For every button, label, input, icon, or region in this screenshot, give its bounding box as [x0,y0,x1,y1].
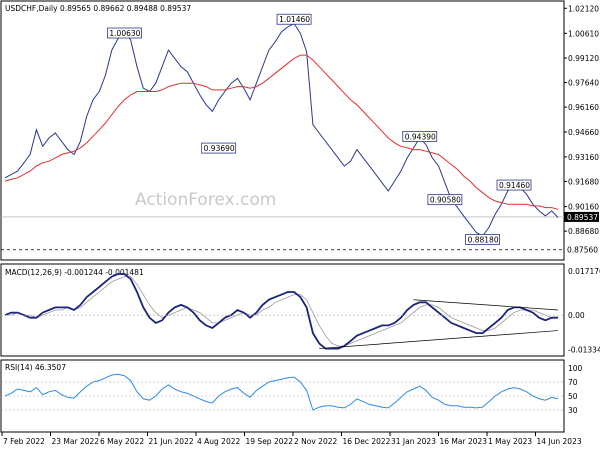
reference-level-label: 0.87560 [567,246,598,255]
annotation-label: 0.93690 [204,144,235,153]
x-tick-label: 4 Aug 2022 [197,437,240,446]
rsi-line [4,373,559,411]
price-series [4,22,559,237]
price-panel [0,0,565,261]
x-tick-label: 6 May 2022 [100,437,144,446]
macd-panel [0,263,565,357]
price-y-tick-label: 0.91680 [568,177,599,186]
macd-lower-trendline [319,330,559,349]
annotation-label: 0.91460 [499,181,530,190]
annotation-box [465,234,500,245]
rsi-title: RSI(14) 46.3507 [5,363,66,372]
x-tick-label: 7 Feb 2022 [3,437,45,446]
price-y-tick-label: 1.00610 [568,29,599,38]
x-tick-label: 31 Jan 2023 [391,437,436,446]
macd-y-axis: 0.017176 0.00 -0.01334 [1,267,600,354]
rsi-y-axis: 100 70 50 30 [1,364,583,415]
annotation-label: 0.88180 [468,235,499,244]
annotation-box [201,142,237,154]
price-y-tick-label: 0.96160 [568,103,599,112]
annotation-box [496,179,532,191]
x-tick-label: 14 Jun 2023 [537,437,582,446]
price-y-tick-label: 0.94660 [568,128,599,137]
x-tick-label: 16 Mar 2023 [440,437,488,446]
current-price-box [564,211,599,222]
annotation-box [402,131,438,142]
rsi-y-tick-label: 50 [568,392,578,401]
x-tick-label: 23 Mar 2022 [52,437,100,446]
macd-line [4,273,558,350]
price-chart-title: USDCHF,Daily 0.89565 0.89662 0.89488 0.8… [5,4,191,13]
macd-title: MACD(12,26,9) -0.001244 -0.001481 [5,268,144,277]
macd-y-tick-label: 0.00 [568,311,585,320]
x-tick-label: 21 Jun 2022 [149,437,194,446]
x-tick-label: 16 Dec 2022 [343,437,391,446]
annotation-label: 1.00630 [109,29,140,38]
annotation-box [106,27,142,39]
price-y-tick-label: 0.99120 [568,54,599,63]
annotation-box [276,13,312,25]
annotation-label: 1.01460 [279,15,310,24]
current-price-label: 0.89537 [567,213,598,222]
rsi-y-tick-label: 100 [568,364,583,373]
macd-upper-trendline [413,299,559,311]
macd-y-tick-label: -0.01334 [568,345,600,354]
price-series-line [4,22,559,237]
x-tick-label: 1 May 2023 [488,437,532,446]
macd-signal-line [5,276,558,347]
annotation-label: 0.90580 [430,196,461,205]
price-y-tick-label: 0.93160 [568,153,599,162]
moving-average-line [4,54,559,210]
price-y-tick-label: 0.97640 [568,79,599,88]
x-tick-label: 2 Nov 2022 [294,437,337,446]
price-annotations: 1.00630 0.93690 1.01460 0.90580 0.94390 0.881… [106,13,532,245]
watermark: ActionForex.com [135,190,276,210]
annotation-box [427,194,463,206]
x-tick-label: 19 Sep 2022 [246,437,294,446]
price-gridlines [1,216,564,251]
macd-y-tick-label: 0.017176 [568,267,600,276]
rsi-series [4,373,559,411]
price-y-tick-label: 1.02120 [568,4,599,13]
annotation-label: 0.94390 [405,132,436,141]
price-y-axis: 1.02120 1.00610 0.99120 0.97640 0.96160 0.946… [564,4,599,255]
macd-series [4,273,559,350]
date-x-axis: 7 Feb 2022 23 Mar 2022 6 May 2022 21 Jun 20… [1,432,582,446]
rsi-y-tick-label: 30 [568,406,578,415]
rsi-y-tick-label: 70 [568,378,578,387]
price-y-tick-label: 0.88680 [568,227,599,236]
price-y-tick-label: 0.90160 [568,203,599,212]
